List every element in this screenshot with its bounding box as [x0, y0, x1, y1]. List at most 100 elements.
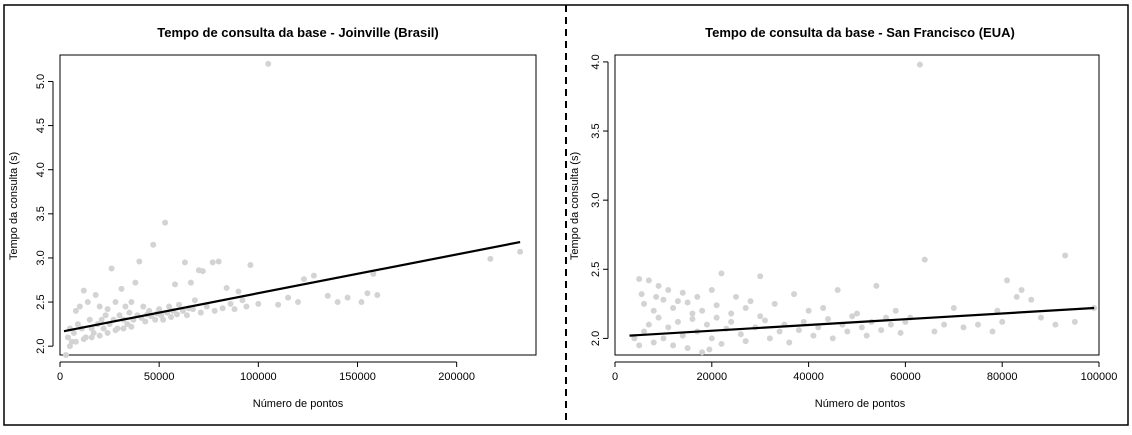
data-point	[227, 300, 234, 307]
data-point	[209, 259, 216, 266]
data-point	[653, 293, 660, 300]
data-point	[1071, 318, 1078, 325]
data-point	[795, 327, 802, 334]
data-point	[665, 324, 672, 331]
y-tick-label: 4.0	[590, 54, 602, 69]
data-point	[487, 255, 494, 262]
data-point	[112, 327, 119, 334]
data-point	[858, 324, 865, 331]
data-point	[118, 285, 125, 292]
data-point	[64, 334, 71, 341]
data-point	[699, 307, 706, 314]
data-point	[679, 332, 686, 339]
data-point	[674, 298, 681, 305]
data-point	[374, 292, 381, 298]
data-point	[638, 291, 645, 298]
data-point	[172, 281, 179, 288]
data-point	[187, 279, 194, 286]
data-point	[74, 321, 81, 328]
data-point	[62, 352, 69, 358]
data-point	[66, 343, 73, 350]
data-point	[694, 293, 701, 300]
data-point	[152, 316, 159, 323]
data-point	[88, 334, 95, 341]
chart-title: Tempo de consulta da base - Joinville (B…	[157, 25, 439, 40]
data-point	[215, 258, 222, 265]
data-point	[517, 248, 524, 255]
data-point	[344, 294, 351, 301]
x-tick-label: 150000	[339, 371, 376, 383]
data-point	[92, 292, 99, 298]
y-tick-label: 3.0	[590, 193, 602, 208]
data-point	[1052, 321, 1059, 328]
data-point	[211, 307, 218, 314]
data-point	[786, 339, 793, 346]
y-tick-label: 3.0	[35, 250, 47, 265]
data-point	[713, 314, 720, 321]
data-point	[179, 307, 186, 314]
data-point	[975, 321, 981, 328]
data-point	[670, 342, 677, 349]
chart-title: Tempo de consulta da base - San Francisc…	[705, 25, 1015, 40]
data-point	[762, 317, 769, 324]
data-point	[737, 331, 744, 338]
data-point	[104, 306, 111, 313]
data-point	[747, 298, 754, 305]
data-point	[108, 265, 115, 272]
data-point	[370, 270, 377, 277]
data-point	[999, 318, 1006, 325]
data-point	[766, 335, 773, 342]
data-point	[166, 303, 173, 310]
data-point	[655, 282, 662, 289]
chart-san-francisco: Tempo de consulta da base - San Francisc…	[569, 25, 1117, 410]
data-point	[243, 303, 250, 310]
x-axis-label: Número de pontos	[253, 398, 344, 410]
data-point	[791, 291, 798, 298]
y-tick-label: 2.5	[35, 294, 47, 309]
x-tick-label: 100000	[240, 371, 277, 383]
data-point	[742, 338, 749, 345]
data-point	[708, 287, 715, 294]
data-point	[98, 316, 105, 323]
data-point	[660, 335, 667, 342]
data-point	[140, 303, 147, 310]
data-point	[810, 332, 817, 339]
data-point	[800, 318, 807, 325]
data-point	[1013, 293, 1020, 300]
data-point	[931, 328, 938, 335]
data-point	[771, 300, 778, 307]
data-point	[655, 314, 662, 321]
y-axis-label: Tempo da consulta (s)	[8, 152, 20, 260]
data-point	[854, 310, 860, 317]
data-point	[776, 328, 783, 335]
data-point	[897, 329, 904, 336]
data-point	[883, 314, 890, 321]
x-tick-label: 40000	[793, 371, 824, 383]
data-point	[718, 270, 725, 277]
y-tick-label: 2.0	[35, 339, 47, 354]
data-point	[631, 335, 638, 342]
data-point	[247, 262, 254, 268]
data-point	[174, 311, 181, 318]
y-tick-label: 5.0	[35, 74, 47, 89]
data-point	[84, 299, 91, 306]
y-tick-label: 2.0	[590, 331, 602, 346]
data-point	[358, 299, 365, 306]
data-point	[168, 314, 175, 321]
data-point	[112, 299, 119, 306]
data-point	[650, 339, 657, 346]
data-point	[728, 318, 735, 325]
data-point	[1037, 314, 1044, 321]
data-point	[713, 302, 720, 309]
data-point	[706, 346, 713, 353]
data-point	[950, 304, 957, 311]
data-point	[1004, 277, 1011, 284]
data-point	[641, 300, 648, 307]
data-point	[636, 275, 643, 282]
y-tick-label: 4.5	[35, 118, 47, 133]
data-point	[684, 299, 691, 306]
plot-area	[614, 54, 1100, 356]
data-point	[674, 318, 681, 325]
x-tick-label: 50000	[144, 371, 175, 383]
data-point	[757, 313, 764, 320]
